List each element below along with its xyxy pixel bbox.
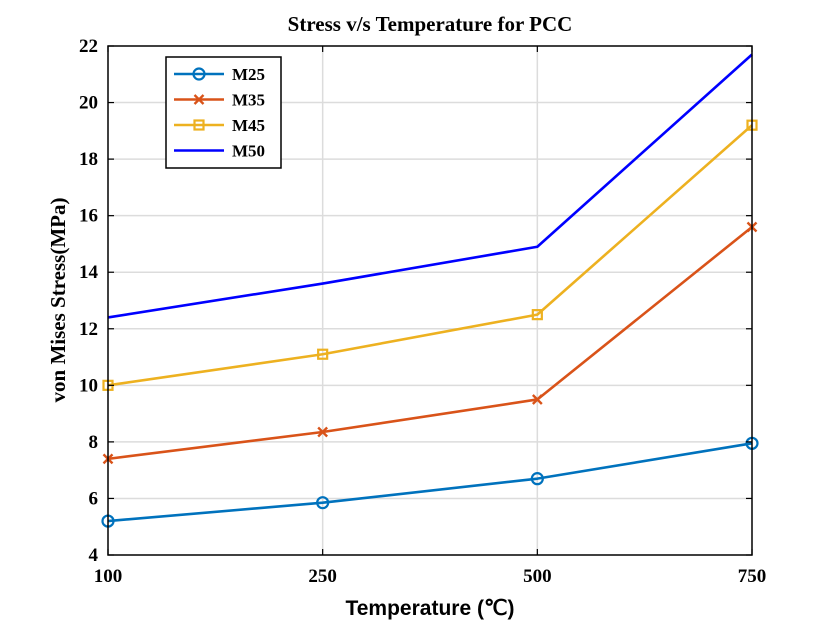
y-tick-label: 18	[79, 149, 98, 170]
y-tick-label: 10	[79, 375, 98, 396]
y-tick-label: 4	[89, 545, 99, 566]
plot-frame	[107, 45, 753, 556]
x-tick-label: 100	[94, 566, 123, 587]
x-tick-label: 500	[523, 566, 552, 587]
data-point-m35	[531, 394, 543, 405]
axis-ticks: 100 250 500 750 4 6 8 10 12 14 16 18 20 22	[79, 36, 766, 587]
data-point-m35	[317, 426, 329, 438]
y-tick-label: 12	[79, 319, 98, 340]
y-tick-label: 22	[79, 36, 98, 57]
legend-label-m50: M50	[232, 142, 265, 161]
series-line-m35	[107, 225, 753, 461]
data-point-m45	[531, 309, 543, 321]
x-axis-label: Temperature (℃)	[345, 597, 514, 620]
data-point-m25	[530, 472, 544, 486]
data-point-m45	[317, 348, 329, 360]
legend-marker-m25	[192, 67, 206, 81]
legend-label-m25: M25	[232, 65, 265, 84]
legend: M25 M35 M45 M50	[165, 56, 282, 169]
x-tick-label: 750	[738, 566, 767, 587]
legend-marker-m45	[193, 119, 205, 131]
data-point-m25	[316, 496, 330, 510]
y-tick-label: 8	[89, 432, 99, 453]
legend-marker-m35	[193, 94, 205, 105]
legend-label-m45: M45	[232, 116, 265, 135]
y-axis-label: von Mises Stress(MPa)	[46, 198, 70, 403]
legend-label-m35: M35	[232, 91, 265, 110]
series-line-m45	[107, 124, 753, 387]
x-tick-label: 250	[308, 566, 337, 587]
y-tick-label: 16	[79, 206, 98, 227]
y-tick-label: 14	[79, 262, 99, 283]
series-line-m50	[107, 53, 753, 319]
y-tick-label: 20	[79, 93, 98, 114]
y-tick-label: 6	[89, 488, 99, 509]
chart-title: Stress v/s Temperature for PCC	[288, 12, 573, 36]
series-line-m25	[107, 442, 753, 523]
series-group	[101, 53, 759, 528]
